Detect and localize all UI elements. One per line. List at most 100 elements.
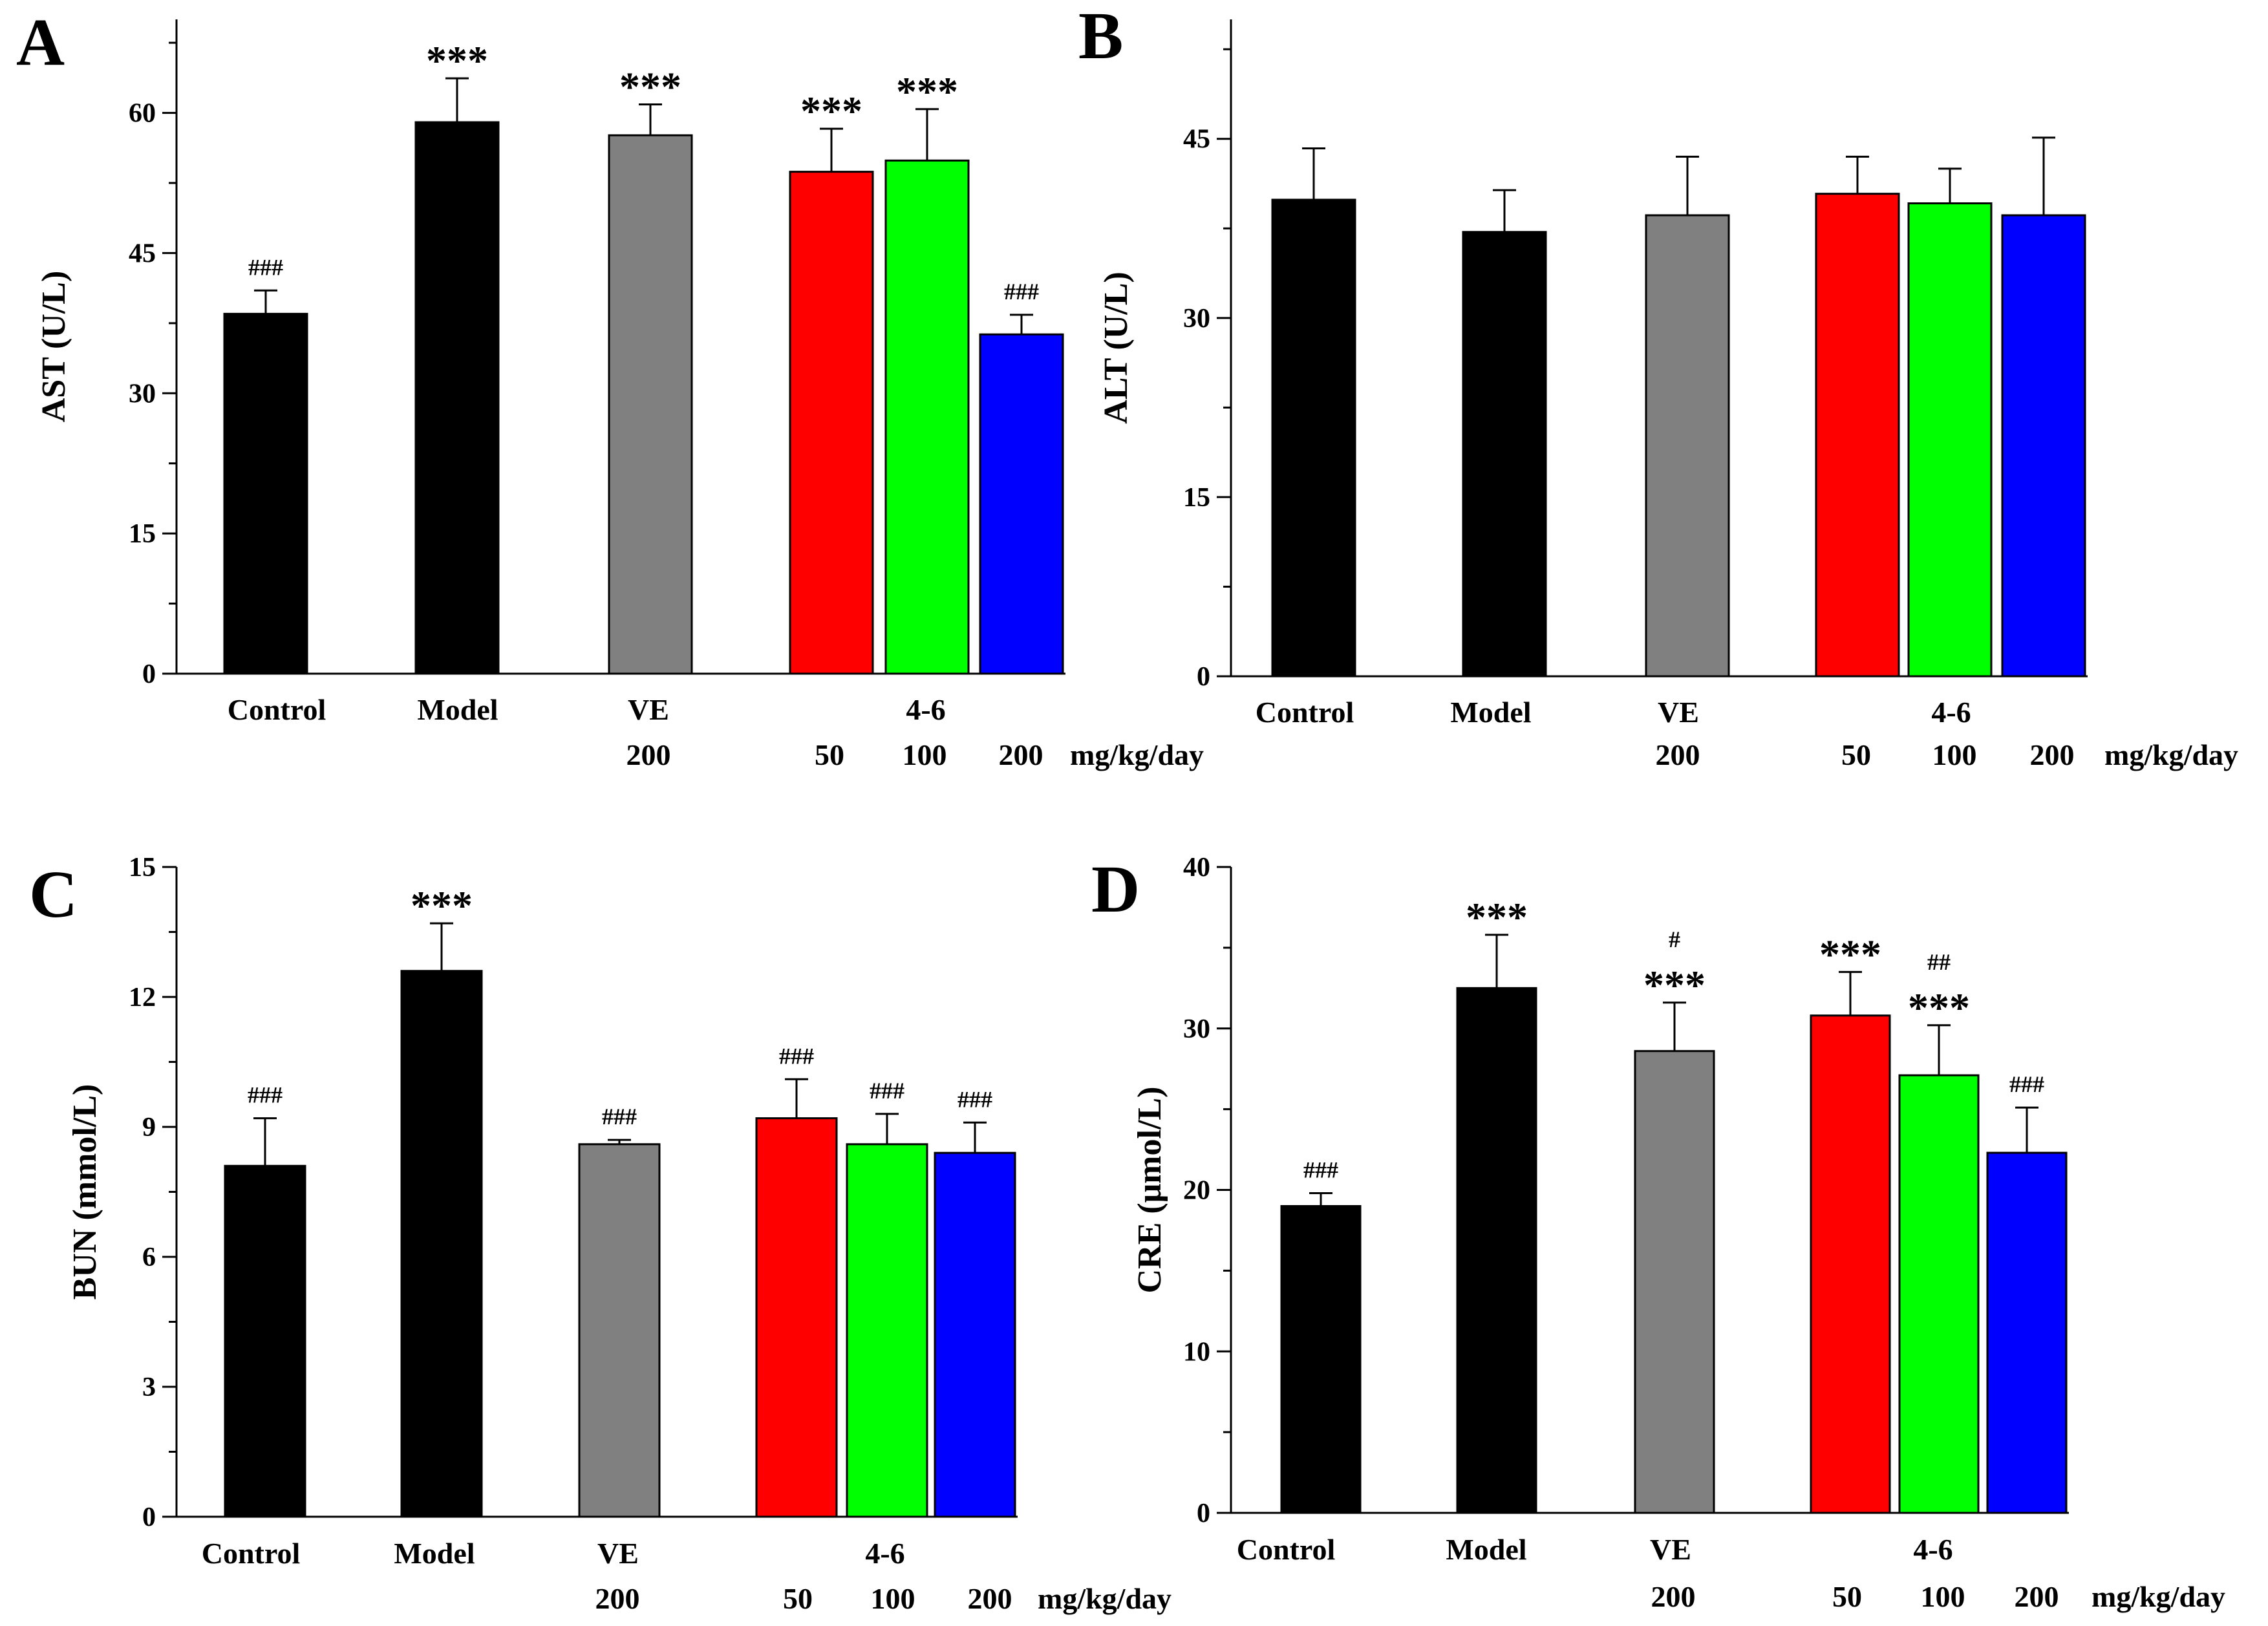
dose-label: 200 xyxy=(626,738,671,771)
significance-hash-ve: # xyxy=(1669,926,1680,952)
panel-b: B 0 15 30 45 ALT (U/L) Control Model VE 4-6 200 50 1… xyxy=(1078,0,2238,771)
significance-hash-control: ### xyxy=(1303,1157,1338,1182)
significance-stars-4-6-50: *** xyxy=(800,88,862,134)
significance-hash-4-6-100: ### xyxy=(870,1078,904,1104)
group-label-4-6: 4-6 xyxy=(1931,696,1971,729)
group-label-model: Model xyxy=(394,1537,475,1570)
bar-4-6-100 xyxy=(846,1143,928,1518)
significance-stars-ve: *** xyxy=(619,64,681,110)
panel-letter-c: C xyxy=(29,857,78,932)
panel-a: A 0 15 30 45 60 AST (U/L) ### *** *** *** *** ### Con… xyxy=(16,5,1204,771)
group-label-4-6: 4-6 xyxy=(1913,1533,1952,1566)
group-label-4-6: 4-6 xyxy=(865,1537,904,1570)
y-axis-label: AST (U/L) xyxy=(36,271,72,423)
significance-hash-control: ### xyxy=(248,1082,283,1108)
group-label-control: Control xyxy=(1237,1533,1336,1566)
bar-control xyxy=(223,312,308,675)
dose-label: 100 xyxy=(1921,1580,1965,1613)
bar-4-6-50 xyxy=(1810,1014,1891,1514)
y-tick-label: 0 xyxy=(142,1503,156,1532)
y-tick-label: 0 xyxy=(1197,662,1210,692)
y-tick-label: 15 xyxy=(129,853,156,883)
bar-ve xyxy=(578,1143,661,1518)
bar-4-6-200 xyxy=(2001,214,2086,678)
dose-unit-label: mg/kg/day xyxy=(2104,738,2238,771)
significance-hash-ve: ### xyxy=(602,1104,637,1129)
group-label-ve: VE xyxy=(1658,696,1699,729)
dose-label: 200 xyxy=(999,738,1043,771)
significance-hash-4-6-100: ## xyxy=(1927,949,1951,975)
y-tick-label: 10 xyxy=(1183,1337,1210,1367)
bar-4-6-100 xyxy=(884,159,970,675)
significance-hash-4-6-200: ### xyxy=(1004,279,1039,305)
y-tick-label: 30 xyxy=(1183,1014,1210,1044)
bar-4-6-50 xyxy=(1815,193,1900,678)
dose-unit-label: mg/kg/day xyxy=(1038,1582,1171,1615)
bar-4-6-50 xyxy=(789,171,874,675)
dose-label: 200 xyxy=(595,1582,640,1615)
significance-hash-4-6-200: ### xyxy=(957,1086,992,1112)
group-label-model: Model xyxy=(1450,696,1531,729)
y-tick-label: 45 xyxy=(129,239,156,268)
panel-letter-a: A xyxy=(16,5,65,80)
dose-label: 50 xyxy=(783,1582,813,1615)
dose-label: 200 xyxy=(2030,738,2075,771)
y-axis-label: CRE (μmol/L) xyxy=(1131,1087,1168,1294)
significance-hash-4-6-50: ### xyxy=(779,1043,814,1069)
bar-model xyxy=(1462,231,1547,678)
bar-4-6-200 xyxy=(979,333,1064,675)
bar-control xyxy=(1271,198,1356,678)
group-label-ve: VE xyxy=(597,1537,639,1570)
panel-letter-b: B xyxy=(1078,0,1123,73)
bar-4-6-200 xyxy=(1986,1151,2068,1514)
significance-hash-control: ### xyxy=(248,254,283,280)
bar-ve xyxy=(1645,214,1730,678)
group-label-4-6: 4-6 xyxy=(906,693,945,726)
significance-hash-4-6-200: ### xyxy=(2009,1071,2044,1097)
dose-label: 100 xyxy=(1932,738,1977,771)
y-tick-label: 30 xyxy=(129,379,156,409)
bar-4-6-200 xyxy=(934,1151,1016,1518)
significance-stars-4-6-100: *** xyxy=(1908,985,1970,1031)
significance-stars-model: *** xyxy=(1466,894,1528,940)
group-label-model: Model xyxy=(1446,1533,1526,1566)
bar-model xyxy=(414,121,500,675)
dose-label: 50 xyxy=(815,738,844,771)
y-tick-label: 30 xyxy=(1183,304,1210,334)
y-axis-label: BUN (mmol/L) xyxy=(67,1084,103,1300)
y-tick-label: 40 xyxy=(1183,853,1210,883)
y-tick-label: 0 xyxy=(142,659,156,689)
y-tick-label: 6 xyxy=(142,1243,156,1272)
y-tick-label: 45 xyxy=(1183,125,1210,155)
significance-stars-model: *** xyxy=(411,883,473,928)
bar-model xyxy=(1456,987,1537,1514)
group-label-control: Control xyxy=(1256,696,1354,729)
y-tick-label: 15 xyxy=(129,519,156,549)
y-tick-label: 0 xyxy=(1197,1499,1210,1528)
group-label-model: Model xyxy=(417,693,498,726)
y-tick-label: 15 xyxy=(1183,483,1210,513)
bar-4-6-100 xyxy=(1898,1074,1980,1514)
dose-unit-label: mg/kg/day xyxy=(1070,738,1204,771)
bar-control xyxy=(1280,1204,1362,1514)
significance-stars-4-6-100: *** xyxy=(896,69,958,114)
bar-ve xyxy=(1634,1050,1715,1514)
dose-label: 100 xyxy=(871,1582,915,1615)
significance-stars-4-6-50: *** xyxy=(1819,931,1881,977)
dose-label: 200 xyxy=(1651,1580,1696,1613)
group-label-ve: VE xyxy=(1650,1533,1691,1566)
y-tick-label: 60 xyxy=(129,99,156,129)
dose-label: 200 xyxy=(968,1582,1012,1615)
bar-ve xyxy=(608,134,693,675)
group-label-control: Control xyxy=(228,693,326,726)
significance-stars-model: *** xyxy=(426,37,488,83)
group-label-control: Control xyxy=(202,1537,301,1570)
dose-label: 100 xyxy=(903,738,947,771)
dose-unit-label: mg/kg/day xyxy=(2091,1580,2225,1613)
y-tick-label: 20 xyxy=(1183,1176,1210,1206)
dose-label: 200 xyxy=(2015,1580,2059,1613)
bar-model xyxy=(400,970,483,1518)
group-label-ve: VE xyxy=(628,693,669,726)
bar-4-6-50 xyxy=(755,1117,838,1518)
